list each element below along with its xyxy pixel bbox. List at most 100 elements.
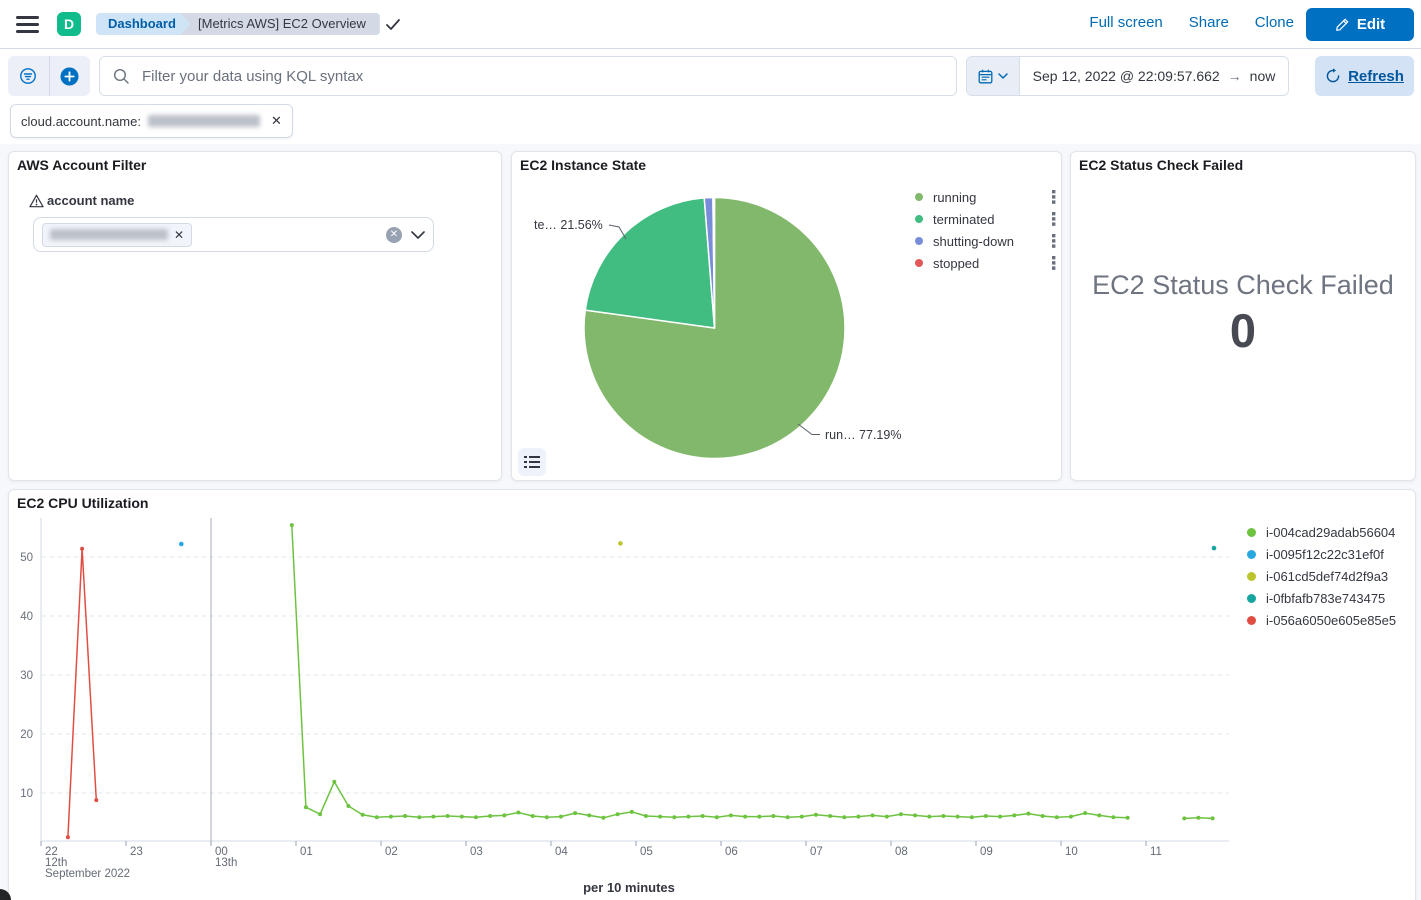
data-point[interactable]: [417, 815, 422, 820]
data-point[interactable]: [1111, 815, 1116, 820]
data-point[interactable]: [1026, 811, 1031, 816]
legend-actions-icon[interactable]: [1051, 212, 1057, 226]
pie-slice-running[interactable]: [583, 196, 846, 460]
data-point[interactable]: [618, 541, 623, 546]
space-badge[interactable]: D: [57, 12, 81, 36]
data-point[interactable]: [714, 815, 719, 820]
remove-chip-icon[interactable]: ✕: [174, 227, 185, 242]
data-point[interactable]: [728, 813, 733, 818]
data-point[interactable]: [1210, 816, 1215, 821]
data-point[interactable]: [544, 815, 549, 820]
cpu-line-chart[interactable]: 10 20 30 40 50 22 23 00 01 02 03 04 05 06 07 08 09 10 11 12…: [9, 490, 1417, 900]
data-point[interactable]: [94, 798, 99, 803]
refresh-button[interactable]: Refresh: [1315, 56, 1414, 96]
data-point[interactable]: [346, 804, 351, 808]
data-point[interactable]: [80, 546, 85, 551]
data-point[interactable]: [828, 814, 833, 818]
legend-item-i-061cd5def74d2f9a3[interactable]: i-061cd5def74d2f9a3: [1247, 566, 1388, 586]
data-point[interactable]: [686, 814, 691, 819]
pie-chart[interactable]: [512, 152, 1063, 482]
legend-actions-icon[interactable]: [1051, 234, 1057, 248]
data-point[interactable]: [799, 814, 804, 819]
data-point[interactable]: [587, 813, 592, 818]
data-point[interactable]: [1040, 814, 1045, 818]
data-point[interactable]: [573, 811, 578, 816]
legend-item-shutting-down[interactable]: shutting-down: [915, 231, 1057, 251]
data-point[interactable]: [700, 814, 705, 818]
data-point[interactable]: [983, 814, 988, 818]
legend-item-i-0fbfafb783e743475[interactable]: i-0fbfafb783e743475: [1247, 588, 1385, 608]
data-point[interactable]: [65, 835, 70, 840]
share-link[interactable]: Share: [1188, 14, 1229, 31]
data-point[interactable]: [1182, 816, 1187, 821]
menu-icon[interactable]: [16, 16, 40, 33]
data-point[interactable]: [757, 814, 762, 819]
legend-item-i-056a6050e605e85e5[interactable]: i-056a6050e605e85e5: [1247, 610, 1396, 630]
data-point[interactable]: [558, 814, 563, 819]
remove-filter-icon[interactable]: ✕: [270, 113, 282, 128]
data-point[interactable]: [1012, 813, 1017, 818]
full-screen-link[interactable]: Full screen: [1089, 14, 1163, 31]
data-point[interactable]: [1125, 815, 1130, 820]
legend-item-stopped[interactable]: stopped: [915, 253, 1057, 273]
data-point[interactable]: [658, 814, 663, 819]
data-point[interactable]: [360, 812, 365, 817]
data-point[interactable]: [601, 815, 606, 820]
data-point[interactable]: [1083, 811, 1088, 816]
legend-toggle-button[interactable]: [518, 448, 546, 476]
data-point[interactable]: [785, 815, 790, 820]
data-point[interactable]: [771, 814, 776, 818]
pie-slice-stopped[interactable]: [712, 196, 716, 329]
data-point[interactable]: [643, 814, 648, 818]
data-point[interactable]: [743, 814, 748, 819]
data-point[interactable]: [445, 814, 450, 818]
data-point[interactable]: [941, 814, 946, 818]
data-point[interactable]: [856, 814, 861, 819]
data-point[interactable]: [898, 812, 903, 817]
edit-button[interactable]: Edit: [1306, 8, 1414, 41]
data-point[interactable]: [1054, 815, 1059, 820]
data-point[interactable]: [1097, 813, 1102, 818]
data-point[interactable]: [870, 813, 875, 818]
data-point[interactable]: [403, 814, 408, 818]
data-point[interactable]: [459, 814, 464, 819]
data-point[interactable]: [927, 814, 932, 819]
data-point[interactable]: [1196, 815, 1201, 820]
data-point[interactable]: [502, 813, 507, 818]
data-point[interactable]: [318, 812, 323, 817]
data-point[interactable]: [842, 815, 847, 820]
clear-selection-icon[interactable]: ✕: [386, 226, 402, 243]
add-filter-button[interactable]: [48, 56, 91, 96]
data-point[interactable]: [672, 815, 677, 820]
legend-item-terminated[interactable]: terminated: [915, 209, 1057, 229]
data-point[interactable]: [516, 810, 521, 815]
data-point[interactable]: [374, 815, 379, 820]
data-point[interactable]: [1068, 814, 1073, 819]
legend-item-i-004cad29adab56604[interactable]: i-004cad29adab56604: [1247, 522, 1395, 542]
kql-search-input[interactable]: [140, 66, 956, 86]
data-point[interactable]: [431, 814, 436, 819]
date-range-start[interactable]: Sep 12, 2022 @ 22:09:57.662: [1032, 68, 1220, 84]
data-point[interactable]: [884, 814, 889, 819]
data-point[interactable]: [1211, 545, 1217, 551]
legend-item-i-0095f12c22c31ef0f[interactable]: i-0095f12c22c31ef0f: [1247, 544, 1384, 564]
data-point[interactable]: [488, 814, 493, 818]
data-point[interactable]: [530, 814, 535, 818]
data-point[interactable]: [179, 541, 184, 547]
breadcrumb-dashboard[interactable]: Dashboard: [96, 13, 194, 35]
legend-actions-icon[interactable]: [1051, 190, 1057, 204]
data-point[interactable]: [303, 805, 308, 810]
account-name-combobox[interactable]: ✕ ✕: [33, 217, 434, 252]
filter-pill-cloud-account-name[interactable]: cloud.account.name: ✕: [10, 104, 293, 138]
pie-slice-terminated[interactable]: [584, 197, 716, 329]
data-point[interactable]: [998, 814, 1003, 819]
data-point[interactable]: [955, 814, 960, 819]
data-point[interactable]: [813, 812, 818, 817]
date-range-end[interactable]: now: [1249, 68, 1276, 84]
data-point[interactable]: [388, 814, 393, 819]
data-point[interactable]: [289, 523, 294, 528]
clone-link[interactable]: Clone: [1254, 14, 1294, 31]
data-point[interactable]: [332, 779, 337, 784]
date-picker-toggle[interactable]: [967, 57, 1020, 95]
data-point[interactable]: [969, 815, 974, 820]
